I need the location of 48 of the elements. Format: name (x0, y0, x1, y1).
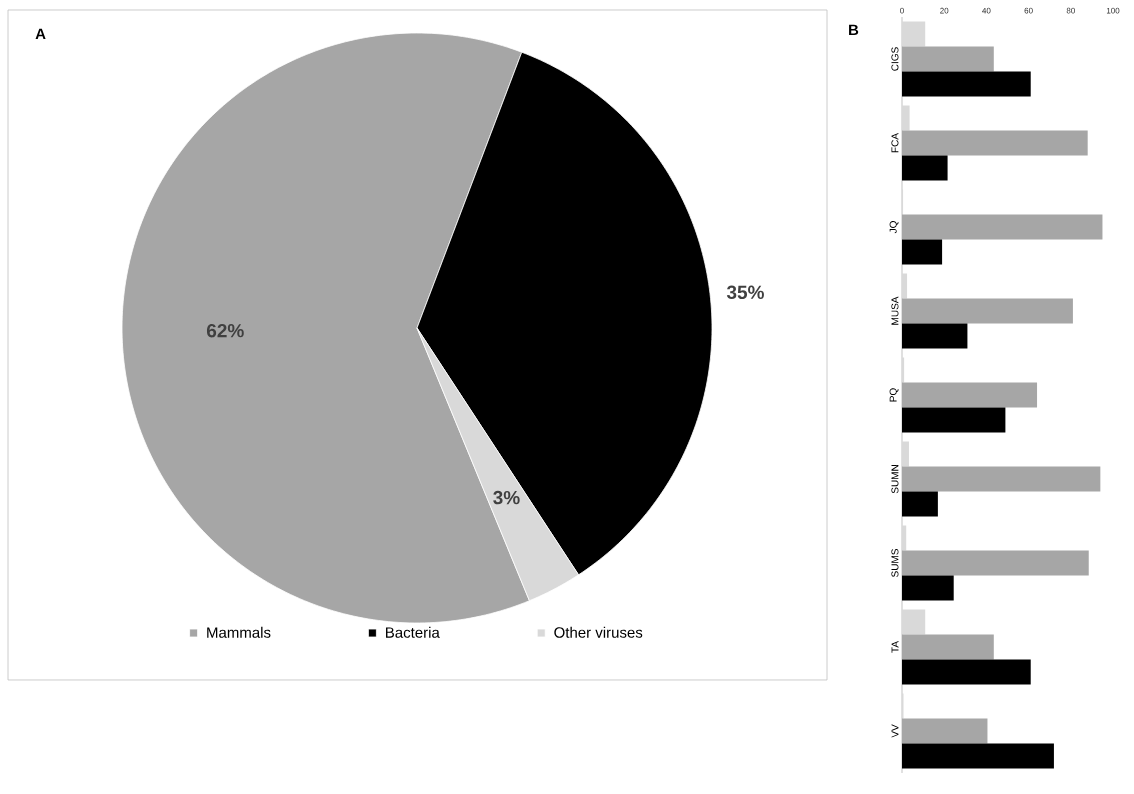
y-tick-label: CIGS (891, 47, 899, 71)
x-tick-label: 80 (1066, 7, 1075, 14)
bar (902, 357, 905, 383)
data-label: 3% (493, 490, 520, 505)
bar (902, 466, 1101, 492)
chart-title: B (849, 24, 859, 36)
bar (902, 550, 1089, 576)
y-tick-label: JQ (889, 221, 899, 234)
legend-label: Mammals (207, 626, 271, 638)
y-tick-label: MUSA (891, 296, 899, 325)
bar (902, 441, 909, 467)
bar (902, 609, 926, 635)
x-tick-label: 100 (1106, 7, 1120, 14)
bar (902, 382, 1038, 408)
bar (902, 21, 926, 47)
y-tick-label: PQ (889, 388, 899, 402)
bar (902, 46, 994, 72)
x-tick-label: 0 (900, 7, 904, 14)
bar (902, 634, 994, 660)
bar (902, 525, 907, 551)
bar (902, 718, 988, 744)
bar (902, 155, 948, 181)
x-tick-label: 40 (982, 7, 991, 14)
bar (902, 659, 1031, 685)
y-tick-label: TA (891, 640, 899, 653)
y-tick-label: VV (891, 724, 899, 738)
bar (902, 323, 968, 349)
y-tick-label: SUMS (891, 549, 899, 577)
chart-title: A (35, 28, 46, 39)
bar (902, 239, 943, 265)
x-tick-label: 60 (1024, 7, 1033, 14)
y-tick-label: SUMN (891, 465, 899, 494)
x-tick-label: 20 (940, 7, 949, 14)
bar (902, 214, 1103, 240)
data-label: 35% (726, 285, 764, 300)
bar (902, 105, 910, 131)
bar (902, 407, 1006, 433)
bar (902, 71, 1031, 97)
bar (902, 743, 1054, 769)
bar (902, 273, 908, 299)
bar (902, 575, 954, 601)
bar (902, 298, 1073, 324)
legend-label: Bacteria (386, 626, 440, 638)
legend-label: Other viruses (554, 626, 643, 638)
data-label: 62% (206, 323, 244, 338)
bar (902, 491, 938, 517)
y-tick-label: FCA (891, 133, 899, 153)
bar (902, 130, 1088, 156)
